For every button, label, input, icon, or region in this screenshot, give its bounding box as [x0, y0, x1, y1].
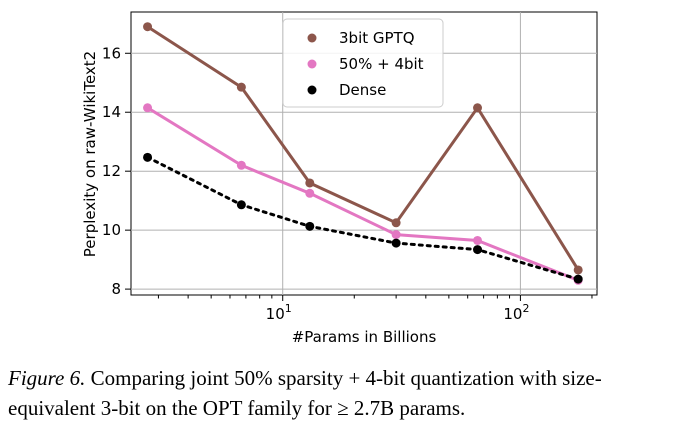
data-point [236, 160, 246, 170]
figure-caption: Figure 6. Comparing joint 50% sparsity +… [8, 363, 688, 423]
y-tick-label: 16 [102, 44, 121, 62]
legend-entry: Dense [339, 81, 386, 99]
data-point [305, 188, 315, 198]
data-point [573, 265, 583, 275]
data-point [473, 235, 483, 245]
y-tick-label: 8 [111, 280, 121, 298]
data-point [305, 178, 315, 188]
data-point [236, 82, 246, 92]
data-point [391, 218, 401, 228]
y-tick-label: 10 [102, 221, 121, 239]
y-tick-label: 14 [102, 103, 121, 121]
legend-entry: 3bit GPTQ [339, 29, 415, 47]
data-point [573, 274, 583, 284]
data-point [473, 245, 483, 255]
x-tick-label: 102 [503, 302, 529, 323]
data-point [473, 103, 483, 113]
legend-entry: 50% + 4bit [339, 55, 424, 73]
data-point [305, 221, 315, 231]
data-point [391, 230, 401, 240]
series-points [143, 22, 583, 285]
grid [131, 12, 597, 295]
legend-marker [307, 85, 317, 95]
caption-text: Comparing joint 50% sparsity + 4-bit qua… [8, 366, 602, 420]
y-tick-label: 12 [102, 162, 121, 180]
series-line [146, 25, 580, 271]
series-line [146, 155, 580, 281]
data-point [143, 103, 153, 113]
y-axis-label: Perplexity on raw-WikiText2 [81, 51, 99, 257]
legend: 3bit GPTQ 50% + 4bit Dense [282, 18, 444, 108]
legend-marker [307, 33, 317, 43]
data-point [143, 22, 153, 32]
legend-box [282, 18, 444, 108]
x-axis-label: #Params in Billions [292, 328, 437, 346]
x-tick-label: 101 [266, 302, 292, 323]
x-tick-exponent: 1 [285, 302, 292, 315]
data-point [236, 200, 246, 210]
caption-label: Figure 6. [8, 366, 86, 390]
series-line [146, 106, 579, 282]
data-point [391, 238, 401, 248]
x-tick-exponent: 2 [522, 302, 529, 315]
series-lines [146, 25, 580, 282]
plot-frame [130, 11, 598, 296]
data-point [143, 152, 153, 162]
legend-marker [307, 59, 317, 69]
